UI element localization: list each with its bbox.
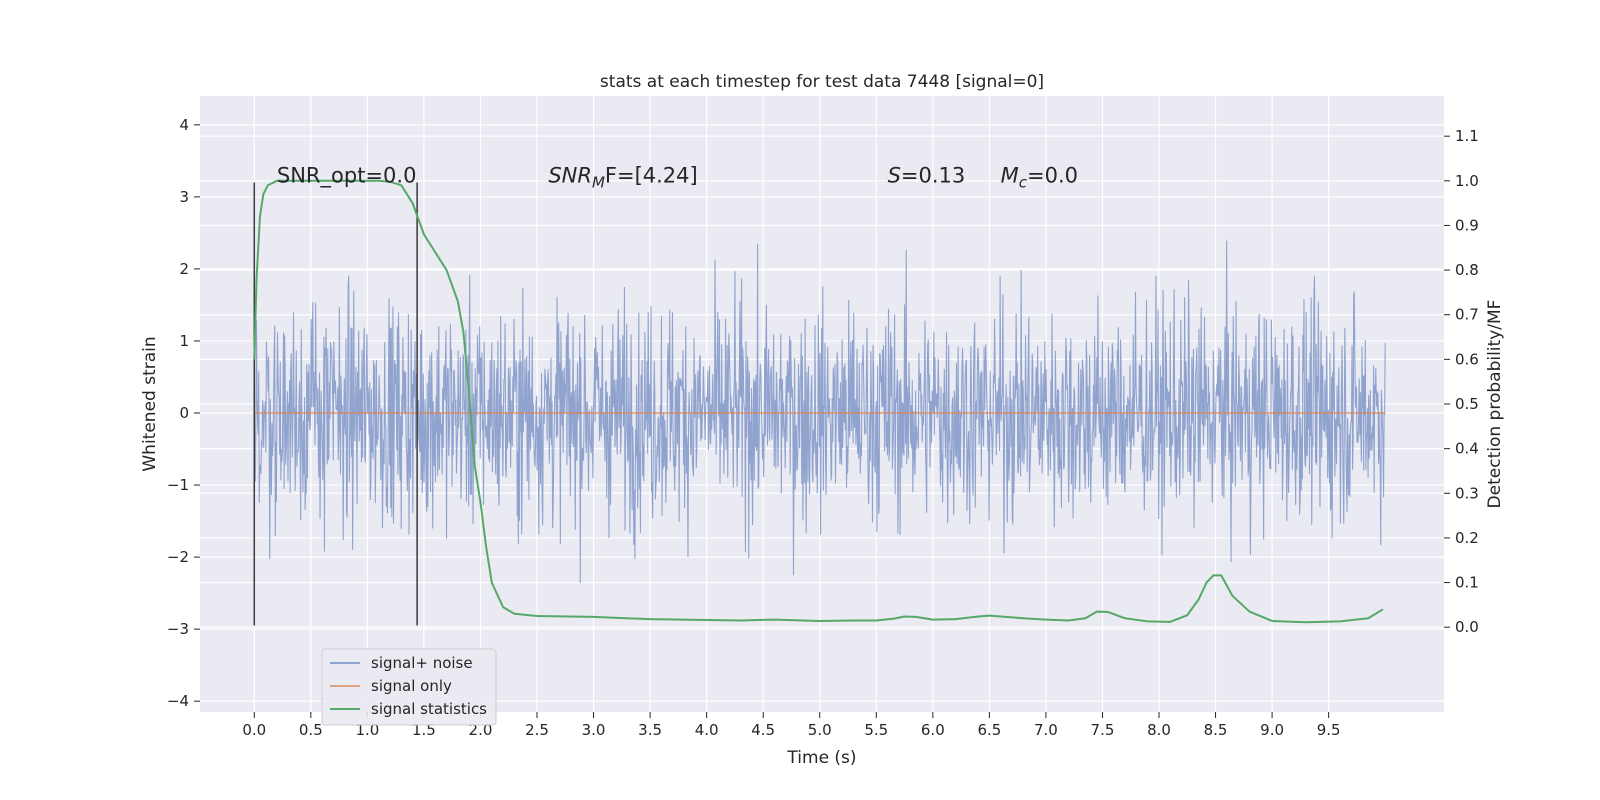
chart-title: stats at each timestep for test data 744…: [600, 72, 1044, 92]
y-tick-label-1: −3: [167, 620, 189, 638]
annotation-snr-mf: SNRMF=[4.24]: [548, 163, 697, 191]
annotation-snr-opt: SNR_opt=0.0: [277, 163, 417, 188]
x-tick-label-19: 9.5: [1317, 721, 1341, 739]
x-tick-label-17: 8.5: [1204, 721, 1228, 739]
x-tick-label-14: 7.0: [1034, 721, 1058, 739]
y-tick-label-4: 0: [179, 404, 189, 422]
x-tick-label-7: 3.5: [638, 721, 662, 739]
y-tick-label-3: −1: [167, 476, 189, 494]
x-tick-label-0: 0.0: [242, 721, 266, 739]
series-signal-noise: [253, 240, 1386, 584]
annotation-s: S=0.13: [888, 163, 966, 187]
annotation-snr-mf-suffix: F=[4.24]: [605, 163, 698, 187]
noise-trace: [253, 240, 1386, 584]
y2-axis-label: Detection probability/MF: [1485, 300, 1505, 509]
y2-tick-label-5: 0.5: [1455, 395, 1479, 413]
x-tick-label-12: 6.0: [921, 721, 945, 739]
annotation-mc-prefix: M: [1001, 163, 1019, 187]
x-tick-label-10: 5.0: [808, 721, 832, 739]
y2-axis-ticks: 0.0 0.1 0.2 0.3 0.4 0.5 0.6 0.7 0.8 0.9 1.0 1.1: [1444, 127, 1479, 636]
x-tick-label-18: 9.0: [1260, 721, 1284, 739]
x-tick-label-1: 0.5: [299, 721, 323, 739]
y-axis-label: Whitened strain: [140, 336, 160, 471]
annotation-snr-mf-sub: M: [592, 173, 605, 191]
annotation-mc-suffix: =0.0: [1027, 163, 1078, 187]
y2-tick-label-4: 0.4: [1455, 440, 1479, 458]
y-tick-label-0: −4: [167, 692, 189, 710]
x-tick-label-11: 5.5: [864, 721, 888, 739]
annotations: SNR_opt=0.0 SNRMF=[4.24] S=0.13 Mc=0.0: [277, 163, 1078, 191]
x-tick-label-6: 3.0: [582, 721, 606, 739]
annotation-mc: Mc=0.0: [1001, 163, 1078, 191]
legend-label-signal-noise: signal+ noise: [371, 654, 473, 672]
y-tick-label-6: 2: [179, 260, 189, 278]
legend-label-signal-only: signal only: [371, 677, 452, 695]
x-tick-label-13: 6.5: [977, 721, 1001, 739]
x-tick-label-16: 8.0: [1147, 721, 1171, 739]
y2-tick-label-6: 0.6: [1455, 350, 1479, 368]
series-signal-statistics: [253, 179, 1384, 624]
y-tick-label-8: 4: [179, 116, 189, 134]
x-tick-label-5: 2.5: [525, 721, 549, 739]
annotation-mc-sub: c: [1019, 173, 1028, 191]
annotation-s-prefix: S: [888, 163, 901, 187]
annotation-s-suffix: =0.13: [901, 163, 965, 187]
window-lines: [253, 182, 418, 626]
legend-label-signal-statistics: signal statistics: [371, 700, 487, 718]
y2-tick-label-7: 0.7: [1455, 306, 1479, 324]
y-tick-label-5: 1: [179, 332, 189, 350]
statistics-line: [253, 179, 1384, 624]
y2-tick-label-10: 1.0: [1455, 172, 1479, 190]
y2-tick-label-0: 0.0: [1455, 618, 1479, 636]
y2-tick-label-11: 1.1: [1455, 127, 1479, 145]
x-tick-label-9: 4.5: [751, 721, 775, 739]
y2-tick-label-3: 0.3: [1455, 484, 1479, 502]
y-tick-label-7: 3: [179, 188, 189, 206]
y2-tick-label-1: 0.1: [1455, 574, 1479, 592]
y-axis-ticks: −4 −3 −2 −1 0 1 2 3 4: [167, 116, 200, 710]
legend: signal+ noise signal only signal statist…: [321, 648, 497, 726]
y2-tick-label-2: 0.2: [1455, 529, 1479, 547]
x-tick-label-8: 4.0: [695, 721, 719, 739]
legend-box: [321, 648, 497, 726]
x-tick-label-15: 7.5: [1091, 721, 1115, 739]
y-tick-label-2: −2: [167, 548, 189, 566]
x-axis-label: Time (s): [786, 748, 856, 768]
y2-tick-label-8: 0.8: [1455, 261, 1479, 279]
y2-tick-label-9: 0.9: [1455, 216, 1479, 234]
annotation-snr-mf-prefix: SNR: [548, 163, 592, 187]
